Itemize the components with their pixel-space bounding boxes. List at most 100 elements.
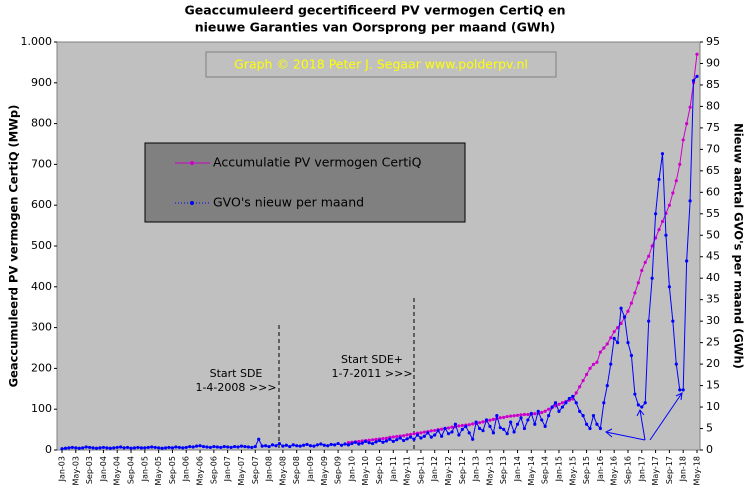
data-point — [198, 444, 202, 448]
data-point — [88, 445, 92, 450]
data-point — [664, 233, 668, 237]
data-point — [291, 443, 295, 447]
data-point — [281, 444, 285, 448]
x-tick-label: Jan-14 — [513, 456, 522, 482]
data-point — [460, 427, 464, 431]
x-tick-label: Sep-13 — [499, 456, 508, 484]
data-point — [605, 383, 609, 388]
data-point — [660, 219, 665, 224]
data-point — [350, 441, 354, 446]
x-tick-label: May-11 — [403, 456, 412, 485]
data-point — [657, 228, 661, 232]
data-point — [402, 438, 406, 443]
data-point — [301, 443, 306, 447]
data-point — [598, 426, 602, 431]
data-point — [422, 434, 426, 438]
data-point — [436, 429, 440, 433]
data-point — [98, 446, 102, 450]
data-point — [357, 442, 361, 446]
data-point — [491, 431, 495, 435]
data-point — [543, 409, 547, 413]
x-tick-label: Sep-15 — [582, 456, 591, 484]
annotation: 1-7-2011 >>> — [331, 367, 412, 380]
data-point — [446, 426, 451, 430]
y-tick-label: 1.000 — [21, 35, 53, 48]
data-point — [440, 427, 444, 431]
data-point — [143, 446, 147, 450]
data-point — [222, 444, 226, 449]
y2-axis-title: Nieuw aantal GVO's per maand (GWh) — [732, 123, 746, 369]
y2-tick-label: 0 — [706, 443, 713, 456]
data-point — [505, 414, 509, 419]
data-point — [384, 439, 389, 443]
x-tick-label: Sep-14 — [541, 456, 550, 484]
x-tick-label: May-13 — [485, 456, 494, 485]
data-point — [333, 443, 337, 447]
data-point — [208, 445, 212, 450]
data-point — [125, 445, 130, 450]
data-point — [636, 403, 640, 407]
x-tick-label: Sep-12 — [458, 456, 467, 484]
data-point — [167, 445, 171, 450]
data-point — [640, 268, 644, 273]
data-point — [515, 422, 520, 426]
data-point — [360, 441, 364, 445]
data-point — [450, 425, 454, 429]
data-point — [163, 446, 168, 450]
data-point — [633, 392, 637, 396]
data-point — [308, 444, 313, 448]
y-tick-label: 800 — [31, 117, 52, 130]
x-tick-label: Sep-06 — [209, 456, 218, 484]
data-point — [633, 291, 637, 295]
plot-area — [56, 41, 701, 451]
data-point — [533, 412, 537, 416]
data-point — [488, 418, 492, 422]
data-point — [471, 422, 475, 426]
data-point — [685, 259, 689, 263]
data-point — [477, 421, 482, 425]
data-point — [509, 414, 513, 418]
data-point — [667, 285, 671, 289]
data-point — [319, 442, 323, 446]
data-point — [691, 79, 696, 83]
data-point — [584, 422, 589, 426]
data-point — [595, 360, 599, 364]
data-point — [626, 341, 630, 345]
x-tick-label: Sep-08 — [292, 456, 301, 484]
y-tick-label: 900 — [31, 76, 52, 89]
data-point — [598, 350, 602, 354]
data-point — [685, 122, 689, 126]
watermark: Graph © 2018 Peter J. Segaar www.polderp… — [234, 57, 528, 72]
data-point — [101, 445, 106, 450]
data-point — [274, 444, 278, 448]
x-tick-label: May-08 — [278, 456, 287, 485]
data-point — [674, 362, 678, 366]
data-point — [471, 437, 475, 441]
data-point — [339, 443, 344, 447]
y2-tick-label: 15 — [706, 379, 720, 392]
data-point — [616, 341, 620, 345]
data-point — [105, 446, 109, 450]
data-point — [643, 260, 647, 264]
x-tick-label: May-04 — [113, 456, 122, 485]
data-point — [84, 445, 88, 449]
data-point — [250, 445, 254, 450]
x-tick-label: May-09 — [320, 456, 329, 485]
data-point — [678, 388, 682, 392]
data-point — [567, 396, 571, 401]
data-point — [398, 436, 402, 440]
x-tick-label: Jan-04 — [99, 456, 108, 482]
data-point — [498, 426, 502, 430]
y2-tick-label: 65 — [706, 164, 720, 177]
data-point — [446, 432, 451, 436]
data-point — [657, 177, 661, 182]
data-point — [277, 441, 282, 446]
data-point — [129, 446, 133, 450]
data-point — [260, 444, 264, 448]
y-axis-title: Geaccumuleerd PV vermogen CertiQ (MWp) — [7, 105, 21, 388]
legend-box — [144, 142, 466, 223]
data-point — [588, 426, 592, 431]
y2-tick-label: 35 — [706, 293, 720, 306]
data-point — [367, 438, 371, 442]
